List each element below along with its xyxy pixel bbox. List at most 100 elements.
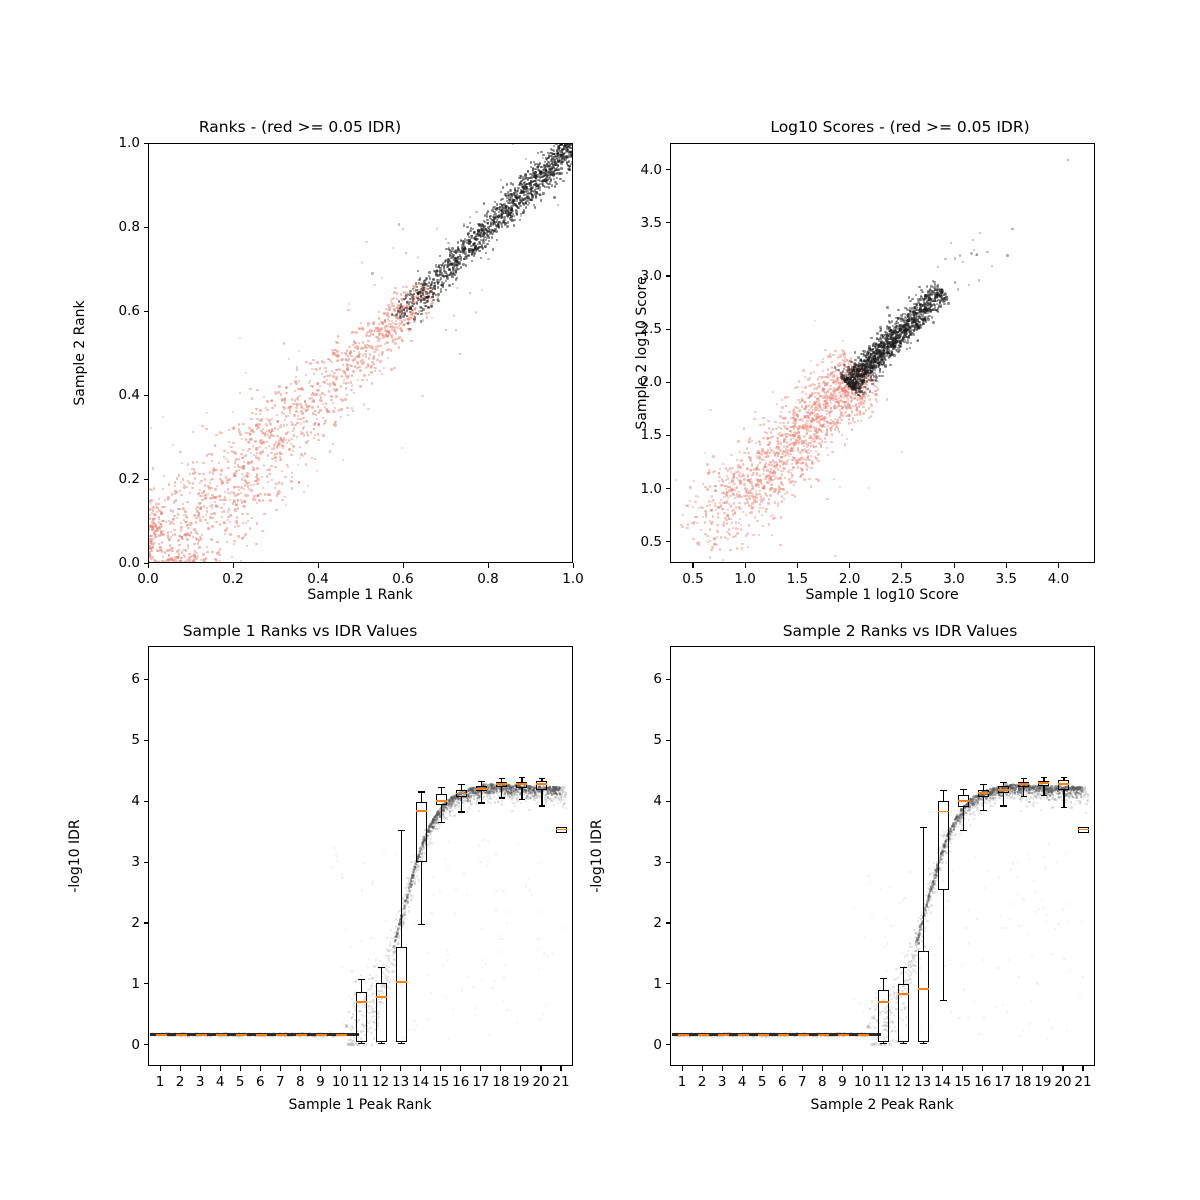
scatter-point xyxy=(848,422,850,424)
scatter-point xyxy=(831,425,833,427)
scatter-point xyxy=(463,225,465,227)
scatter-point xyxy=(296,366,298,368)
scatter-point xyxy=(774,453,776,455)
scatter-point xyxy=(456,250,458,252)
scatter-point xyxy=(893,329,896,332)
scatter-point xyxy=(553,166,555,168)
scatter-point xyxy=(427,295,429,297)
scatter-point xyxy=(459,254,461,256)
scatter-point xyxy=(516,213,518,215)
scatter-point xyxy=(189,522,191,524)
scatter-point xyxy=(794,424,796,426)
scatter-point xyxy=(259,452,261,454)
scatter-point xyxy=(849,405,851,407)
scatter-point xyxy=(823,388,825,390)
scatter-point xyxy=(416,313,418,315)
scatter-point xyxy=(743,452,745,454)
scatter-point xyxy=(795,442,797,444)
scatter-point xyxy=(274,427,276,429)
scatter-point xyxy=(204,519,206,521)
scatter-point xyxy=(566,155,568,157)
scatter-point xyxy=(404,310,406,312)
scatter-point xyxy=(571,161,573,163)
scatter-point xyxy=(788,455,790,457)
scatter-point xyxy=(848,388,850,390)
scatter-point xyxy=(807,412,809,414)
scatter-point xyxy=(305,403,307,405)
scatter-point xyxy=(546,174,548,176)
scatter-point xyxy=(284,496,286,498)
scatter-point xyxy=(305,441,307,443)
scatter-point xyxy=(231,450,233,452)
scatter-point xyxy=(937,293,940,296)
scatter-point xyxy=(874,357,877,360)
scatter-point xyxy=(510,195,512,197)
scatter-point xyxy=(883,341,886,344)
scatter-point xyxy=(751,484,753,486)
scatter-point xyxy=(311,397,313,399)
scatter-point xyxy=(483,231,485,233)
scatter-point xyxy=(755,468,757,470)
scatter-point xyxy=(488,228,490,230)
scatter-point xyxy=(804,459,806,461)
scatter-point xyxy=(505,193,507,195)
scatter-point xyxy=(821,361,823,363)
scatter-point xyxy=(402,298,404,300)
scatter-point xyxy=(842,353,844,355)
scatter-point xyxy=(833,374,835,376)
scatter-point xyxy=(330,383,332,385)
scatter-point xyxy=(711,546,713,548)
scatter-point xyxy=(329,374,331,376)
scatter-point xyxy=(508,207,510,209)
scatter-point xyxy=(329,359,331,361)
scatter-point xyxy=(873,358,876,361)
scatter-point xyxy=(480,225,482,227)
scatter-point xyxy=(361,363,363,365)
scatter-point xyxy=(300,423,302,425)
scatter-point xyxy=(913,314,916,317)
scatter-point xyxy=(243,461,245,463)
scatter-point xyxy=(792,422,794,424)
scatter-point xyxy=(796,460,798,462)
scatter-point xyxy=(561,149,563,151)
scatter-point xyxy=(871,367,874,370)
scatter-point xyxy=(150,547,152,549)
scatter-point xyxy=(868,347,871,350)
scatter-point xyxy=(399,315,401,317)
scatter-point xyxy=(179,560,181,562)
scatter-point xyxy=(797,437,799,439)
scatter-point xyxy=(751,507,753,509)
scatter-point xyxy=(534,171,536,173)
scatter-point xyxy=(763,459,765,461)
scatter-point xyxy=(853,383,855,385)
scatter-point xyxy=(857,368,860,371)
scatter-point xyxy=(549,176,551,178)
scatter-point xyxy=(248,441,250,443)
scatter-point xyxy=(856,371,859,374)
scatter-point xyxy=(897,317,900,320)
scatter-point xyxy=(256,502,258,504)
scatter-point xyxy=(880,337,883,340)
scatter-point xyxy=(182,503,184,505)
scatter-point xyxy=(388,306,390,308)
scatter-point xyxy=(318,423,320,425)
scatter-point xyxy=(358,342,360,344)
scatter-point xyxy=(483,236,485,238)
scatter-point xyxy=(531,177,533,179)
scatter-point xyxy=(337,354,339,356)
scatter-point xyxy=(808,452,810,454)
scatter-point xyxy=(787,471,789,473)
scatter-point xyxy=(822,387,824,389)
scatter-point xyxy=(770,476,772,478)
scatter-point xyxy=(888,320,891,323)
scatter-point xyxy=(244,480,246,482)
scatter-point xyxy=(745,498,747,500)
scatter-point xyxy=(819,429,821,431)
x-tick-label: 0.6 xyxy=(392,571,413,587)
scatter-point xyxy=(815,446,817,448)
scatter-point xyxy=(818,416,820,418)
scatter-point xyxy=(873,381,875,383)
scatter-point xyxy=(749,457,751,459)
scatter-point xyxy=(878,345,881,348)
scatter-point xyxy=(273,447,275,449)
